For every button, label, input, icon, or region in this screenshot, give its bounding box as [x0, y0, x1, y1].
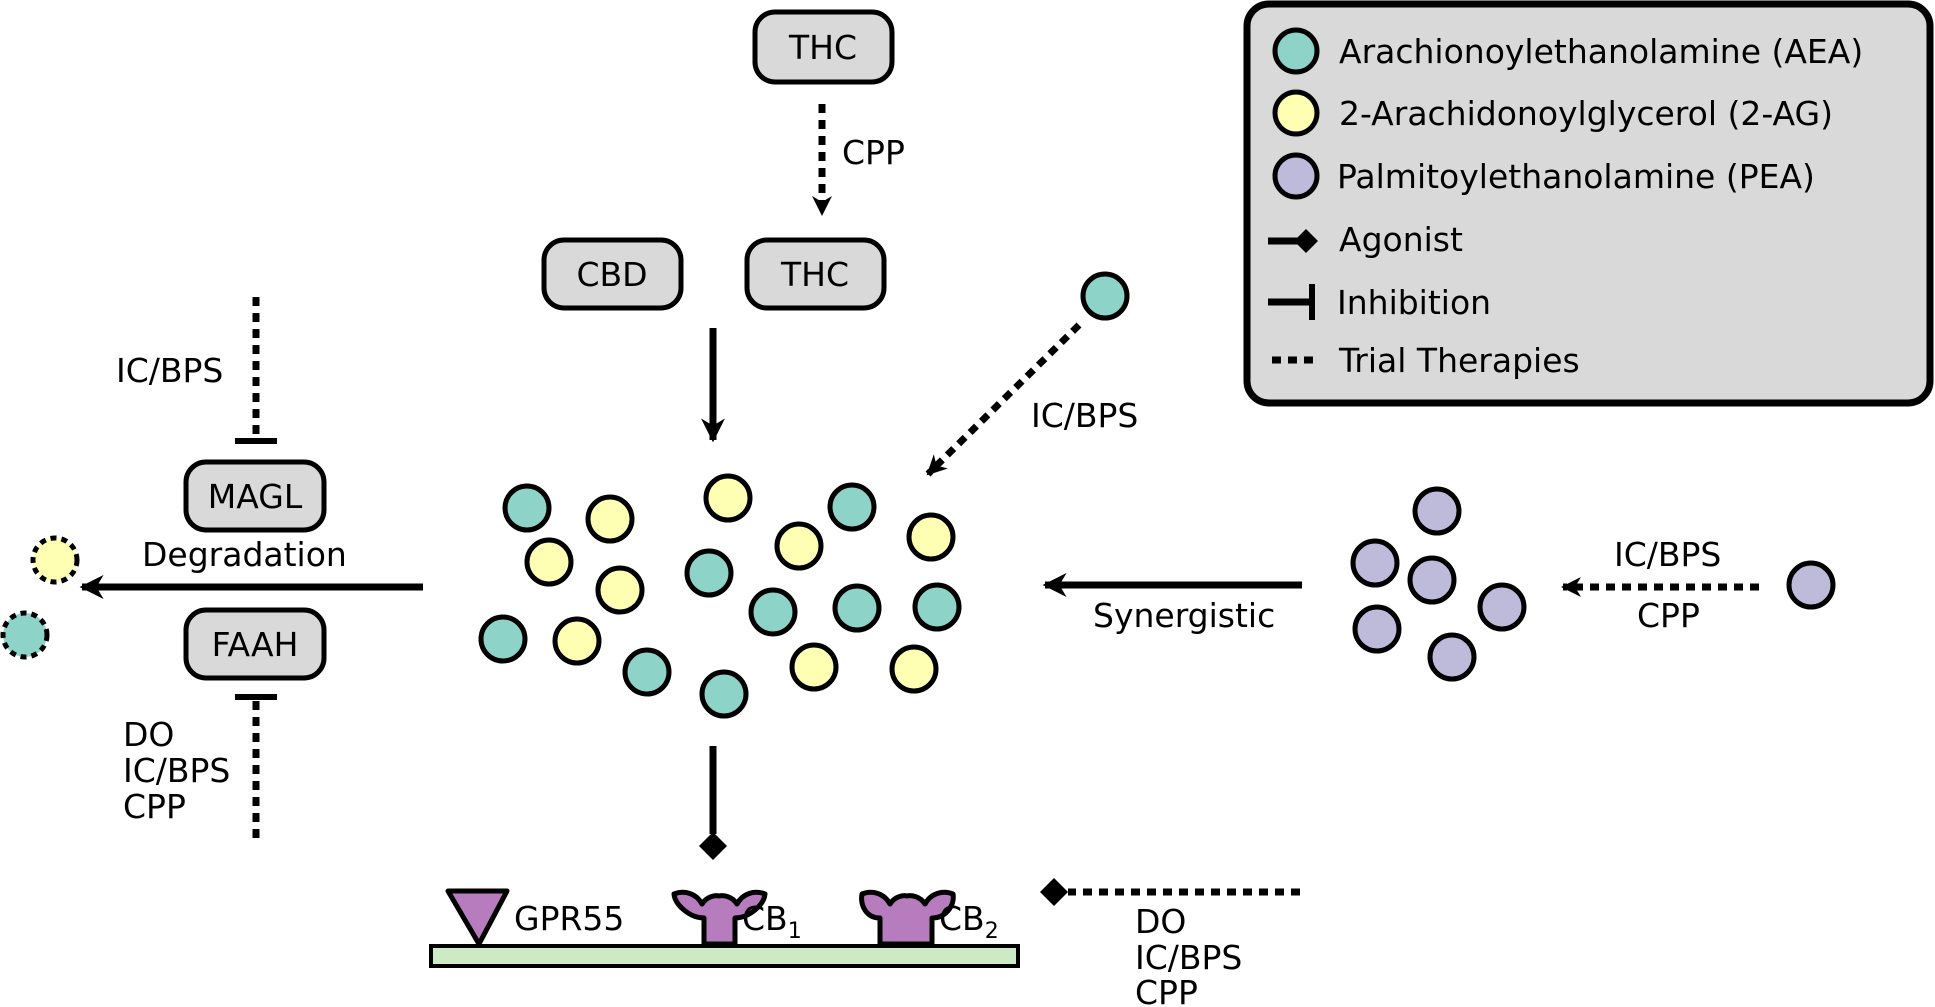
aea-dotted-arrow	[925, 322, 1082, 477]
legend-label-inhibition: Inhibition	[1337, 283, 1491, 322]
synergistic-label: Synergistic	[1093, 596, 1275, 635]
thc-mid-label: THC	[780, 255, 849, 294]
pea-condition-cpp: CPP	[1637, 596, 1700, 635]
legend-box	[1243, 0, 1934, 407]
pea-condition-icbps: IC/BPS	[1614, 535, 1721, 574]
magl-label: MAGL	[208, 477, 303, 516]
icbps-label-magl: IC/BPS	[116, 351, 223, 390]
legend-pea-dot	[1272, 152, 1320, 200]
aea-source-dot	[1080, 271, 1130, 321]
degraded-aea-dot	[0, 610, 50, 660]
cbd-label: CBD	[576, 255, 647, 294]
cpp-label-top: CPP	[842, 133, 905, 172]
faah-condition-do: DO	[123, 715, 174, 754]
faah-condition-cpp: CPP	[123, 787, 186, 826]
gpr55-label: GPR55	[514, 899, 624, 938]
thc-top-label: THC	[788, 28, 857, 67]
receptor-condition-icbps: IC/BPS	[1135, 938, 1242, 977]
faah-condition-icbps: IC/BPS	[123, 751, 230, 790]
legend: Arachionoylethanolamine (AEA) 2-Arachido…	[1243, 0, 1934, 407]
receptor-agonist-diamond	[1040, 878, 1068, 906]
legend-label-2ag: 2-Arachidonoylglycerol (2-AG)	[1339, 94, 1833, 133]
legend-label-pea: Palmitoylethanolamine (PEA)	[1337, 157, 1815, 196]
inhibition-icon	[1268, 284, 1315, 320]
icbps-label-aea: IC/BPS	[1031, 396, 1138, 435]
legend-label-aea: Arachionoylethanolamine (AEA)	[1339, 32, 1863, 71]
magl-box: MAGL	[183, 459, 327, 533]
gpr55-receptor-icon	[445, 888, 510, 947]
legend-label-agonist: Agonist	[1339, 220, 1463, 259]
faah-box: FAAH	[183, 607, 327, 681]
receptor-condition-cpp: CPP	[1135, 973, 1198, 1007]
faah-label: FAAH	[212, 625, 299, 664]
cbd-box: CBD	[541, 237, 684, 311]
receptor-condition-do: DO	[1135, 902, 1186, 941]
legend-2ag-dot	[1272, 89, 1320, 137]
cb2-label: CB2	[939, 899, 999, 944]
legend-aea-dot	[1272, 27, 1320, 75]
cb1-receptor-icon	[671, 889, 768, 947]
degradation-label: Degradation	[142, 535, 347, 574]
cell-membrane	[429, 944, 1020, 968]
cb1-label: CB1	[742, 899, 802, 944]
agonist-diamond	[699, 832, 727, 860]
degraded-2ag-dot	[30, 535, 80, 585]
pea-source-dot	[1786, 560, 1836, 610]
endocannabinoid-cluster	[478, 473, 962, 719]
agonist-icon	[1268, 229, 1318, 253]
legend-label-trial-therapies: Trial Therapies	[1338, 341, 1580, 380]
thc-mid-box: THC	[744, 237, 887, 311]
cb2-receptor-icon	[859, 889, 956, 947]
thc-top-box: THC	[752, 9, 895, 85]
pea-cluster	[1350, 486, 1527, 682]
